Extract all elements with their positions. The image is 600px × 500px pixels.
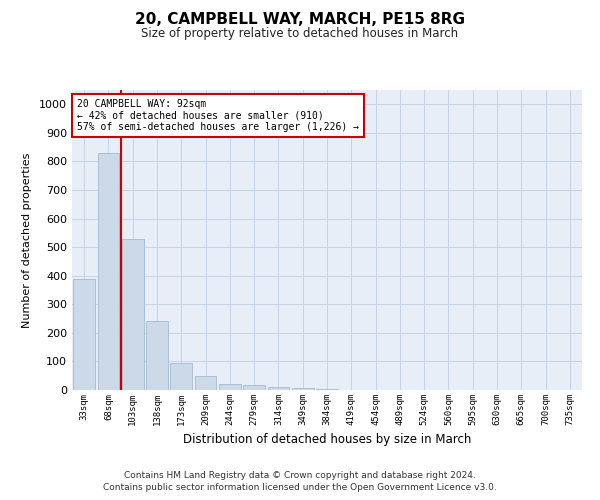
Text: Size of property relative to detached houses in March: Size of property relative to detached ho… [142,28,458,40]
Bar [316,388,338,390]
Bar [219,384,241,390]
Text: Contains public sector information licensed under the Open Government Licence v3: Contains public sector information licen… [103,484,497,492]
Text: 20 CAMPBELL WAY: 92sqm
← 42% of detached houses are smaller (910)
57% of semi-de: 20 CAMPBELL WAY: 92sqm ← 42% of detached… [77,99,359,132]
X-axis label: Distribution of detached houses by size in March: Distribution of detached houses by size … [183,434,471,446]
Bar [73,278,95,390]
Bar [170,363,192,390]
Bar [292,388,314,390]
Bar [243,385,265,390]
Bar [194,376,217,390]
Bar [97,153,119,390]
Bar [122,238,143,390]
Y-axis label: Number of detached properties: Number of detached properties [22,152,32,328]
Text: Contains HM Land Registry data © Crown copyright and database right 2024.: Contains HM Land Registry data © Crown c… [124,471,476,480]
Bar [146,322,168,390]
Text: 20, CAMPBELL WAY, MARCH, PE15 8RG: 20, CAMPBELL WAY, MARCH, PE15 8RG [135,12,465,28]
Bar [268,386,289,390]
